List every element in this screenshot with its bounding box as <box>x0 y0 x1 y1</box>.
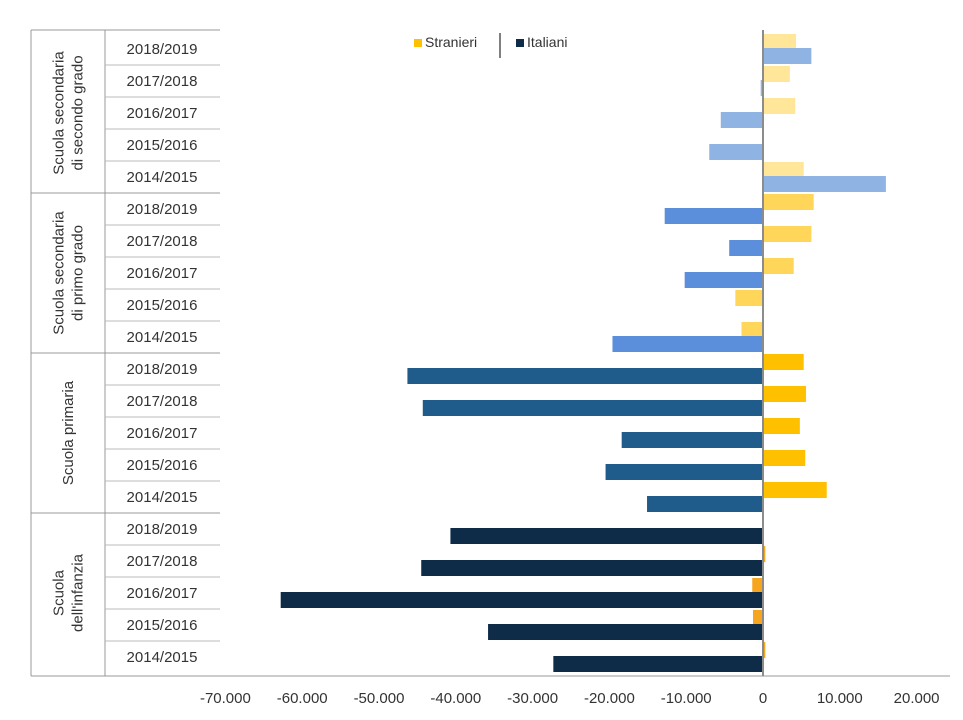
year-label: 2015/2016 <box>127 297 198 314</box>
year-label: 2015/2016 <box>127 617 198 634</box>
group-label: dell'infanzia <box>70 553 87 632</box>
bar-italiani <box>709 144 763 160</box>
x-tick-label: -60.000 <box>277 690 328 707</box>
year-label: 2017/2018 <box>127 553 198 570</box>
bar-italiani <box>760 80 763 96</box>
group-label: Scuola secondaria <box>51 211 68 335</box>
legend: Stranieri Italiani <box>414 33 567 58</box>
bar-italiani <box>553 656 763 672</box>
x-tick-label: 0 <box>759 690 767 707</box>
bar-italiani <box>720 112 763 128</box>
year-label: 2017/2018 <box>127 73 198 90</box>
bar-stranieri <box>763 642 766 658</box>
year-label: 2017/2018 <box>127 393 198 410</box>
x-tick-label: -70.000 <box>200 690 251 707</box>
bar-stranieri <box>763 482 827 498</box>
category-axis-frame <box>30 29 950 677</box>
bar-stranieri <box>763 194 814 210</box>
group-labels: Scuola secondaria di secondo gradoScuola … <box>51 51 87 632</box>
year-label: 2016/2017 <box>127 265 198 282</box>
group-label: Scuola <box>51 569 68 616</box>
x-tick-label: -50.000 <box>354 690 405 707</box>
group-label: di primo grado <box>70 225 87 321</box>
year-label: 2017/2018 <box>127 233 198 250</box>
bar-italiani <box>684 272 763 288</box>
bar-stranieri <box>763 34 797 50</box>
legend-label-stranieri: Stranieri <box>425 34 477 50</box>
bars <box>280 34 886 672</box>
bar-stranieri <box>763 162 804 178</box>
bar-italiani <box>612 336 763 352</box>
bar-stranieri <box>753 610 763 626</box>
group-label: Scuola primaria <box>60 380 77 485</box>
x-tick-label: 20.000 <box>894 690 940 707</box>
year-label: 2014/2015 <box>127 169 198 186</box>
bar-italiani <box>280 592 763 608</box>
bar-italiani <box>763 48 812 64</box>
bar-italiani <box>421 560 763 576</box>
x-tick-label: -10.000 <box>661 690 712 707</box>
bar-stranieri <box>763 450 806 466</box>
bar-italiani <box>450 528 763 544</box>
year-labels: 2018/2019 2017/2018 2016/2017 2015/2016 2014… <box>127 41 198 666</box>
year-label: 2016/2017 <box>127 105 198 122</box>
year-label: 2018/2019 <box>127 201 198 218</box>
year-label: 2014/2015 <box>127 489 198 506</box>
legend-swatch-italiani <box>516 39 524 47</box>
year-label: 2016/2017 <box>127 585 198 602</box>
bar-stranieri <box>741 322 763 338</box>
x-tick-label: -20.000 <box>584 690 635 707</box>
year-label: 2014/2015 <box>127 649 198 666</box>
bar-stranieri <box>763 386 807 402</box>
bar-stranieri <box>752 578 763 594</box>
bar-stranieri <box>763 226 812 242</box>
year-label: 2018/2019 <box>127 521 198 538</box>
bar-italiani <box>407 368 763 384</box>
legend-swatch-stranieri <box>414 39 422 47</box>
x-tick-label: -40.000 <box>430 690 481 707</box>
bar-italiani <box>422 400 763 416</box>
bar-italiani <box>729 240 763 256</box>
year-label: 2015/2016 <box>127 137 198 154</box>
bar-stranieri <box>763 66 790 82</box>
group-label: di secondo grado <box>70 55 87 170</box>
bar-italiani <box>647 496 763 512</box>
bar-stranieri <box>735 290 763 306</box>
year-label: 2016/2017 <box>127 425 198 442</box>
bar-italiani <box>621 432 763 448</box>
bar-stranieri <box>763 98 796 114</box>
bar-italiani <box>488 624 763 640</box>
bar-italiani <box>664 208 763 224</box>
x-tick-label: 10.000 <box>817 690 863 707</box>
year-label: 2014/2015 <box>127 329 198 346</box>
bar-italiani <box>605 464 763 480</box>
bar-italiani <box>763 176 886 192</box>
x-tick-labels: -70.000 -60.000 -50.000 -40.000 -30.000 -20.0… <box>200 690 940 707</box>
year-label: 2018/2019 <box>127 361 198 378</box>
year-label: 2018/2019 <box>127 41 198 58</box>
group-label: Scuola secondaria <box>51 51 68 175</box>
bar-stranieri <box>763 546 766 562</box>
bar-stranieri <box>763 354 804 370</box>
bar-stranieri <box>763 418 800 434</box>
bar-stranieri <box>763 258 794 274</box>
x-tick-label: -30.000 <box>507 690 558 707</box>
legend-label-italiani: Italiani <box>527 34 567 50</box>
year-label: 2015/2016 <box>127 457 198 474</box>
